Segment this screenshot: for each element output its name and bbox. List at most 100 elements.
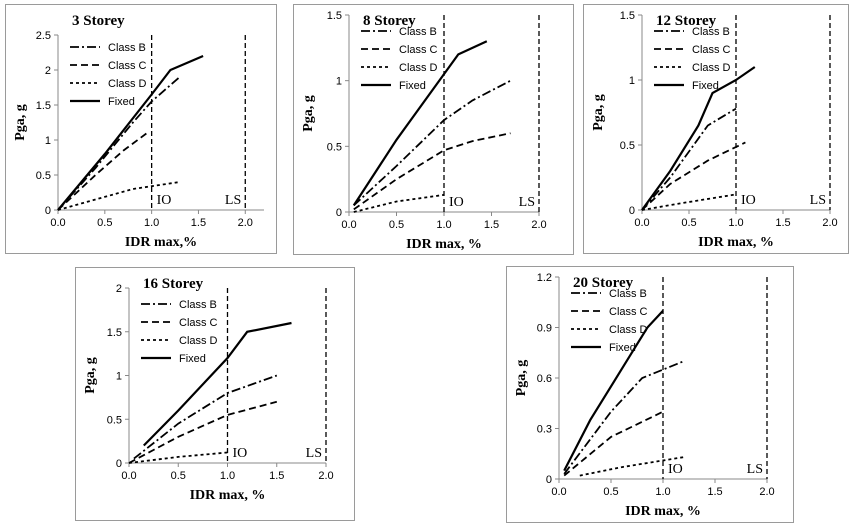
chart-svg: 0.0 0.5 1.0 1.5 2.0 0 0.5 1 1.5 2 IO LS 16 Storey Cla… [83, 276, 334, 503]
series-line-class-c [57, 132, 148, 211]
series-line-fixed [352, 40, 488, 207]
series-line-class-b [563, 360, 685, 475]
x-tick-label: 1.5 [191, 217, 206, 229]
y-tick-label: 0.3 [537, 424, 552, 436]
legend-entry: Class C [399, 44, 438, 56]
y-tick-label: 1.2 [537, 272, 552, 284]
series-line-class-d [128, 451, 228, 464]
legend-entry: Fixed [179, 353, 206, 365]
y-axis-label: Pga, g [514, 360, 529, 397]
series-line-class-b [57, 76, 181, 211]
series-line-fixed [563, 309, 664, 472]
legend-entry: Class C [609, 306, 648, 318]
y-axis-label: Pga, g [591, 94, 606, 131]
y-tick-label: 1 [116, 371, 122, 383]
x-tick-label: 1.0 [220, 470, 235, 482]
y-tick-label: 1.5 [36, 100, 51, 112]
io-annotation: IO [449, 195, 464, 210]
y-tick-label: 2 [116, 283, 122, 295]
x-tick-label: 1.0 [728, 217, 743, 229]
x-tick-label: 1.0 [436, 219, 451, 231]
chart-title: 8 Storey [363, 13, 416, 29]
x-tick-label: 1.0 [144, 217, 159, 229]
series-line-class-d [353, 194, 445, 213]
legend-entry: Class C [179, 317, 218, 329]
y-tick-label: 0 [336, 207, 342, 219]
y-tick-label: 0 [45, 205, 51, 217]
legend-entry: Class D [692, 62, 731, 74]
x-axis-label: IDR max, % [625, 504, 701, 519]
legend-entry: Class B [692, 26, 730, 38]
x-tick-label: 2.0 [759, 486, 774, 498]
x-tick-label: 0.5 [97, 217, 112, 229]
legend-entry: Fixed [108, 96, 135, 108]
x-tick-label: 1.0 [655, 486, 670, 498]
x-tick-label: 2.0 [238, 217, 253, 229]
x-tick-label: 0.5 [681, 217, 696, 229]
chart-title: 3 Storey [72, 13, 125, 29]
y-axis-label: Pga, g [13, 104, 28, 141]
legend-entry: Class B [179, 299, 217, 311]
y-tick-label: 0 [546, 474, 552, 486]
y-tick-label: 0.5 [327, 141, 342, 153]
legend-entry: Fixed [609, 342, 636, 354]
x-tick-label: 0.5 [171, 470, 186, 482]
io-annotation: IO [741, 193, 756, 208]
series-line-class-b [353, 79, 511, 207]
io-annotation: IO [157, 193, 172, 208]
y-tick-label: 1.5 [620, 10, 635, 22]
y-tick-label: 0 [116, 458, 122, 470]
x-tick-label: 0.0 [634, 217, 649, 229]
y-tick-label: 2 [45, 65, 51, 77]
x-tick-label: 1.5 [269, 470, 284, 482]
x-tick-label: 0.0 [341, 219, 356, 231]
ls-annotation: LS [306, 446, 322, 461]
series-line-fixed [143, 321, 292, 447]
legend-entry: Class C [692, 44, 731, 56]
y-tick-label: 0 [629, 205, 635, 217]
legend-entry: Class C [108, 60, 147, 72]
legend-entry: Class B [399, 26, 437, 38]
legend-entry: Class B [108, 42, 146, 54]
x-tick-label: 1.5 [484, 219, 499, 231]
y-axis-label: Pga, g [301, 95, 316, 132]
io-annotation: IO [233, 446, 248, 461]
x-tick-label: 2.0 [822, 217, 837, 229]
y-tick-label: 0.5 [36, 170, 51, 182]
legend-entry: Class D [609, 324, 648, 336]
chart-panel-8-storey: 0.0 0.5 1.0 1.5 2.0 0 0.5 1 1.5 IO LS 8 Storey Class… [293, 4, 574, 255]
chart-panel-16-storey: 0.0 0.5 1.0 1.5 2.0 0 0.5 1 1.5 2 IO LS 16 Storey Cla… [75, 267, 355, 521]
legend-entry: Fixed [692, 80, 719, 92]
y-tick-label: 0.5 [620, 140, 635, 152]
series-line-class-d [641, 193, 737, 211]
x-axis-label: IDR max,% [125, 235, 197, 250]
y-tick-label: 0.5 [107, 414, 122, 426]
chart-svg: 0.0 0.5 1.0 1.5 2.0 0 0.5 1 1.5 2 2.5 IO LS 3 Storey C… [13, 13, 264, 250]
series-line-class-b [641, 107, 737, 211]
series-line-class-c [563, 410, 664, 477]
y-tick-label: 1.5 [327, 10, 342, 22]
series-line-class-d [57, 181, 180, 211]
x-tick-label: 1.5 [707, 486, 722, 498]
x-tick-label: 0.0 [551, 486, 566, 498]
chart-panel-3-storey: 0.0 0.5 1.0 1.5 2.0 0 0.5 1 1.5 2 2.5 IO LS 3 Storey C… [5, 4, 277, 254]
legend-entry: Class D [108, 78, 147, 90]
ls-annotation: LS [225, 193, 241, 208]
chart-title: 20 Storey [573, 275, 634, 291]
legend-entry: Class B [609, 288, 647, 300]
y-tick-label: 1 [629, 75, 635, 87]
ls-annotation: LS [810, 193, 826, 208]
y-tick-label: 1 [336, 76, 342, 88]
chart-panel-12-storey: 0.0 0.5 1.0 1.5 2.0 0 0.5 1 1.5 IO LS 12 Storey Clas… [583, 4, 849, 254]
y-tick-label: 1.5 [107, 327, 122, 339]
x-axis-label: IDR max, % [190, 488, 266, 503]
chart-svg: 0.0 0.5 1.0 1.5 2.000.511.5IO LS8 StoreyClass… [301, 10, 547, 252]
legend-entry: Class D [399, 62, 438, 74]
series-line-class-c [128, 400, 278, 464]
x-tick-label: 2.0 [531, 219, 546, 231]
x-axis-label: IDR max, % [406, 237, 482, 252]
series-line-class-c [641, 141, 746, 211]
series-line-class-b [133, 374, 278, 460]
y-tick-label: 0.6 [537, 373, 552, 385]
